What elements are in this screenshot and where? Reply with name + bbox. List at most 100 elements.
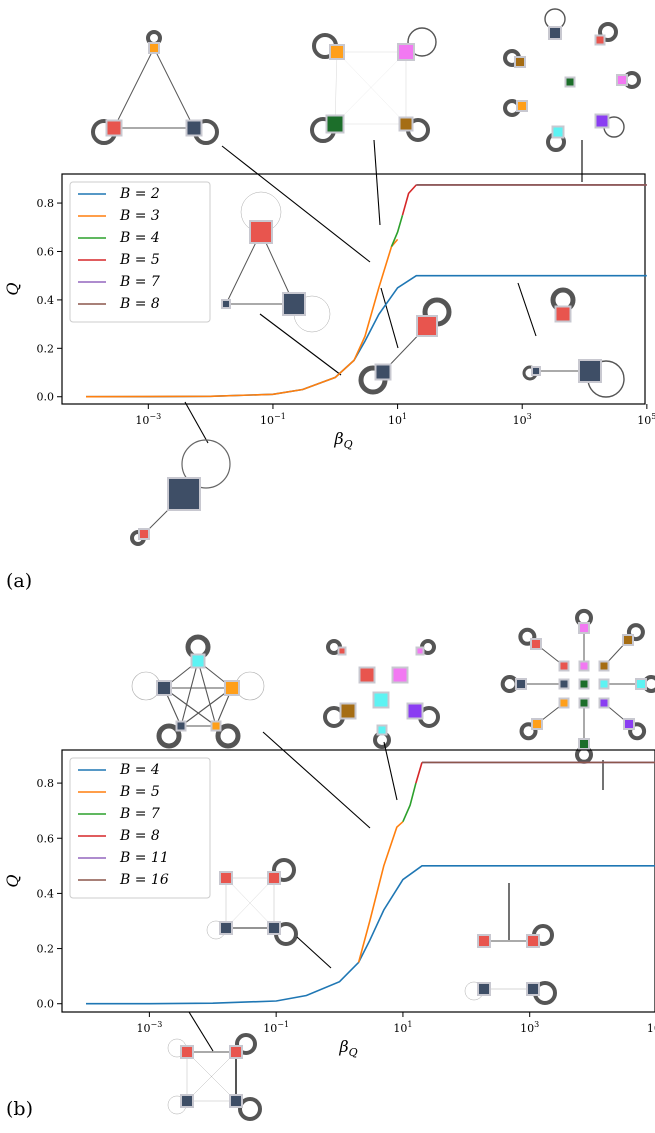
chart-a: 10−3 10−1 101 103 105 0.0 0.2 0.4 0.6 0.8 βQ Q B = 2… [3, 173, 655, 451]
x-tick-label-b: 10−3 [136, 1020, 162, 1035]
pointer-line [188, 1011, 214, 1052]
pointer-line [373, 139, 381, 226]
y-tick-label-b: 0.6 [37, 832, 55, 845]
legend-entry-a: B = 4 [119, 230, 160, 246]
legend-entry-b: B = 16 [119, 872, 169, 888]
node-square [598, 660, 610, 672]
self-loop [238, 1097, 262, 1121]
node-square [325, 114, 345, 134]
self-loop [518, 627, 537, 646]
series-line-a-2 [390, 214, 404, 247]
legend-entry-b: B = 11 [119, 850, 169, 866]
edge [186, 1051, 237, 1102]
node-square [180, 1094, 194, 1108]
node-square [267, 871, 281, 885]
node-square [376, 724, 388, 736]
node-square [477, 982, 491, 996]
node-square [175, 720, 187, 732]
pointer-line [184, 401, 209, 444]
legend-entry-b: B = 8 [119, 828, 160, 844]
node-square [337, 646, 347, 656]
node-square [406, 702, 424, 720]
panel-label-b: (b) [6, 1098, 33, 1120]
edge [225, 877, 275, 929]
panel-label-a: (a) [6, 570, 33, 592]
node-square [180, 1045, 194, 1059]
edge [163, 687, 217, 727]
self-loop [407, 27, 437, 57]
self-loop [628, 722, 647, 741]
node-square [515, 678, 527, 690]
node-square [531, 366, 541, 376]
legend-entry-a: B = 8 [119, 296, 160, 312]
series-line-b-0 [86, 864, 655, 1005]
y-axis-label-b: Q [3, 874, 22, 887]
node-square [558, 697, 570, 709]
node-square [167, 477, 201, 511]
plot-frame-b [61, 749, 655, 1013]
network-illustrations [91, 8, 655, 1121]
node-square [594, 113, 610, 129]
self-loop [235, 671, 265, 701]
plot-frame-a [61, 173, 646, 405]
edge [334, 51, 407, 125]
node-square [622, 634, 634, 646]
series-line-a-1 [85, 238, 399, 398]
pointer-line [259, 313, 342, 376]
self-loop [156, 723, 182, 749]
y-tick-label-a: 0.6 [37, 245, 55, 258]
node-square [190, 653, 206, 669]
legend-box-b [69, 757, 211, 899]
x-tick-label-a: 105 [637, 412, 655, 427]
node-square [229, 1045, 243, 1059]
self-loop [626, 623, 645, 642]
edge [180, 687, 233, 727]
y-axis-label-a: Q [3, 282, 22, 295]
node-square [374, 363, 392, 381]
node-square [229, 1094, 243, 1108]
node-square [594, 34, 606, 46]
legend-entry-a: B = 7 [119, 274, 160, 290]
y-tick-label-a: 0.2 [37, 342, 55, 355]
series-line-a-3 [401, 184, 417, 216]
node-square [391, 666, 409, 684]
node-square [564, 76, 576, 88]
y-tick-label-a: 0.0 [37, 391, 55, 404]
x-tick-label-b: 10−1 [263, 1020, 289, 1035]
node-square [372, 691, 390, 709]
self-loop [272, 858, 296, 882]
node-square [623, 718, 635, 730]
legend-entry-a: B = 3 [119, 208, 160, 224]
legend-entry-a: B = 5 [119, 252, 160, 268]
self-loop [131, 671, 161, 701]
node-square [224, 680, 240, 696]
node-square [526, 934, 540, 948]
node-square [530, 638, 542, 650]
edge [180, 660, 199, 727]
node-square [105, 119, 123, 137]
node-square [635, 678, 647, 690]
pointer-line [221, 145, 371, 263]
y-tick-label-a: 0.4 [37, 294, 55, 307]
x-tick-label-a: 103 [513, 412, 532, 427]
pointer-line [262, 731, 371, 829]
legend-entry-b: B = 7 [119, 806, 160, 822]
node-square [219, 921, 233, 935]
edge [334, 51, 338, 125]
edge [113, 47, 155, 129]
node-square [598, 697, 610, 709]
node-square [578, 738, 590, 750]
x-tick-label-a: 10−3 [135, 412, 161, 427]
node-square [516, 100, 528, 112]
node-square [531, 718, 543, 730]
node-square [249, 220, 273, 244]
node-square [339, 702, 357, 720]
node-square [578, 697, 590, 709]
series-line-b-2 [402, 782, 417, 823]
pointer-line [380, 287, 399, 349]
y-tick-label-b: 0.0 [37, 998, 55, 1011]
node-square [398, 116, 414, 132]
node-square [558, 678, 570, 690]
node-square [358, 666, 376, 684]
